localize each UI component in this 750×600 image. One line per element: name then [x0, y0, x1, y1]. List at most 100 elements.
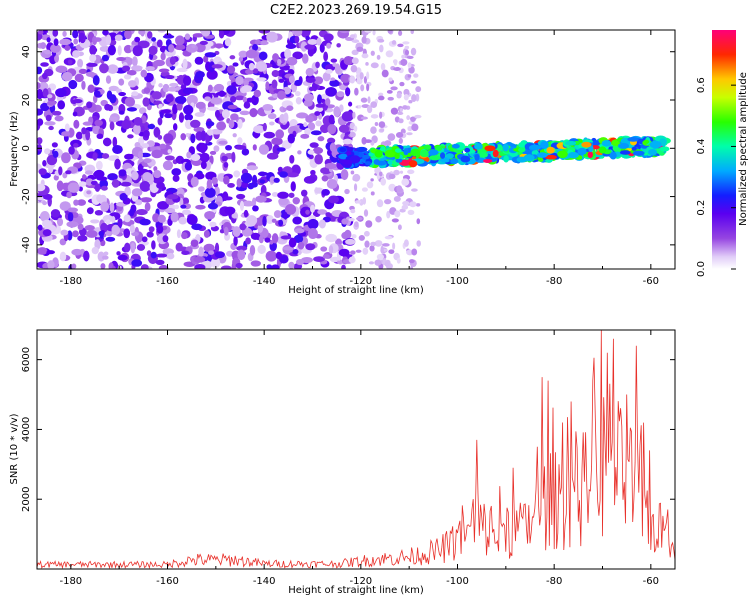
heat-cell — [86, 190, 92, 195]
heat-cell — [167, 149, 172, 154]
heat-cell — [659, 146, 670, 152]
heat-cell — [374, 149, 383, 158]
heat-cell — [172, 174, 180, 182]
heat-cell — [518, 141, 527, 148]
heat-cell — [300, 133, 310, 139]
heat-cell — [143, 87, 151, 94]
heat-cell — [198, 246, 204, 258]
heat-cell — [42, 159, 47, 167]
heat-cell — [308, 86, 315, 92]
heat-cell — [78, 68, 88, 74]
heat-cell — [41, 72, 48, 80]
heat-cell — [523, 154, 535, 162]
heat-cell — [294, 90, 301, 97]
heat-cell — [178, 112, 185, 123]
heat-cell — [643, 139, 650, 144]
x-tick-label: -60 — [643, 576, 659, 587]
heat-cell — [156, 39, 163, 48]
heat-cell — [288, 75, 295, 84]
heat-cell — [384, 235, 393, 240]
heat-cell — [280, 235, 292, 240]
heat-cell — [370, 241, 377, 247]
heat-cell — [397, 30, 403, 36]
heat-cell — [156, 224, 164, 234]
heat-cell — [474, 153, 480, 161]
heat-cell — [357, 114, 365, 122]
heat-cell — [96, 194, 103, 203]
heat-cell — [210, 257, 221, 269]
heat-cell — [43, 49, 51, 55]
heat-cell — [381, 243, 390, 247]
heat-cell — [203, 55, 209, 63]
heat-cell — [352, 173, 361, 182]
heat-cell — [190, 176, 199, 188]
heat-cell — [350, 209, 356, 214]
heat-cell — [57, 100, 66, 110]
heat-cell — [151, 91, 162, 100]
heat-cell — [117, 45, 122, 56]
heat-cell — [292, 51, 303, 60]
heat-cell — [107, 64, 119, 74]
heat-cell — [391, 40, 397, 45]
heat-cell — [207, 84, 213, 92]
y-tick-label: 2000 — [21, 486, 32, 511]
heat-cell — [158, 68, 170, 73]
heat-cell — [399, 108, 403, 113]
heat-cell — [211, 176, 218, 185]
heat-cell — [379, 44, 384, 53]
heat-cell — [223, 162, 229, 168]
heat-cell — [267, 113, 277, 120]
heat-cell — [186, 94, 198, 106]
heat-cell — [50, 43, 61, 53]
heat-cell — [266, 264, 273, 269]
heat-cell — [100, 201, 110, 212]
heat-cell — [415, 203, 421, 207]
heat-cell — [223, 226, 229, 236]
heat-cell — [316, 37, 322, 46]
heat-cell — [327, 123, 337, 135]
heat-cell — [151, 149, 163, 159]
snr-plot-area — [37, 330, 675, 569]
heat-cell — [116, 251, 121, 256]
heat-cell — [52, 110, 62, 116]
heat-cell — [388, 77, 393, 82]
heat-cell — [211, 64, 223, 69]
heat-cell — [619, 150, 631, 155]
heat-cell — [402, 105, 408, 110]
heat-cell — [262, 215, 267, 227]
heat-cell — [344, 229, 352, 240]
heat-cell — [158, 103, 163, 109]
heat-cell — [129, 208, 135, 217]
heat-cell — [176, 102, 183, 111]
heat-cell — [295, 97, 302, 105]
heat-cell — [95, 160, 103, 171]
heat-cell — [168, 44, 175, 53]
heat-cell — [305, 77, 316, 83]
heat-cell — [68, 146, 75, 155]
heat-cell — [84, 225, 95, 231]
heat-cell — [164, 207, 176, 214]
heat-cell — [321, 175, 329, 182]
x-tick-label: -180 — [59, 276, 82, 287]
heat-cell — [73, 38, 79, 45]
heat-cell — [75, 131, 83, 140]
heat-cell — [407, 125, 413, 132]
heat-cell — [341, 159, 353, 165]
heat-cell — [180, 204, 187, 209]
heat-cell — [325, 69, 333, 74]
heat-cell — [171, 168, 182, 176]
heat-cell — [362, 247, 369, 255]
heat-cell — [199, 40, 208, 46]
heat-cell — [460, 155, 471, 163]
heat-cell — [238, 56, 244, 62]
heat-cell — [326, 42, 332, 49]
heat-cell — [117, 218, 123, 228]
heat-cell — [141, 236, 148, 243]
heat-cell — [410, 30, 415, 35]
heat-cell — [365, 61, 369, 66]
heat-cell — [271, 69, 280, 78]
heat-cell — [78, 32, 85, 41]
heat-cell — [277, 90, 286, 100]
heat-cell — [354, 87, 359, 96]
heat-cell — [297, 241, 305, 250]
